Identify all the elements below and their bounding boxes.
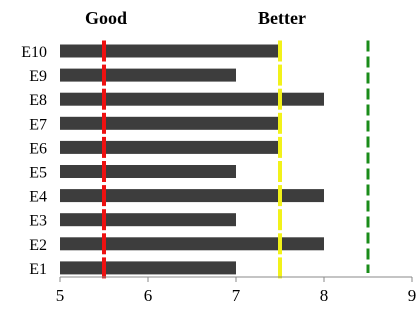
bar-e7 [60, 116, 280, 130]
x-tick-label: 6 [144, 286, 153, 305]
bar-e6 [60, 140, 280, 154]
category-label-e9: E9 [29, 68, 47, 85]
category-label-e1: E1 [29, 261, 47, 278]
header-better: Better [258, 8, 306, 28]
x-tick-label: 9 [408, 286, 417, 305]
x-tick-labels: 5 6 7 8 9 [56, 277, 417, 305]
category-label-e10: E10 [21, 44, 47, 61]
bar-e1 [60, 261, 236, 275]
reference-line-headers: Good Better [85, 8, 306, 28]
reference-lines [102, 40, 370, 279]
bar-e10 [60, 44, 280, 58]
bar-e5 [60, 165, 236, 178]
bar-e8 [60, 92, 324, 106]
category-label-e3: E3 [29, 213, 47, 230]
x-tick-label: 5 [56, 286, 65, 305]
category-label-e5: E5 [29, 165, 47, 182]
category-label-e8: E8 [29, 92, 47, 109]
category-label-e2: E2 [29, 237, 47, 254]
bar-e4 [60, 189, 324, 203]
category-label-e7: E7 [29, 116, 47, 133]
category-label-e4: E4 [29, 189, 47, 206]
bar-e9 [60, 68, 236, 82]
x-tick-label: 7 [232, 286, 241, 305]
x-tick-label: 8 [320, 286, 329, 305]
bar-e3 [60, 213, 236, 227]
bar-e2 [60, 237, 324, 251]
category-label-e6: E6 [29, 140, 47, 157]
header-good: Good [85, 8, 127, 28]
bars [60, 44, 324, 275]
category-labels: E10 E9 E8 E7 E6 E5 E4 E3 E2 E1 [21, 44, 47, 278]
